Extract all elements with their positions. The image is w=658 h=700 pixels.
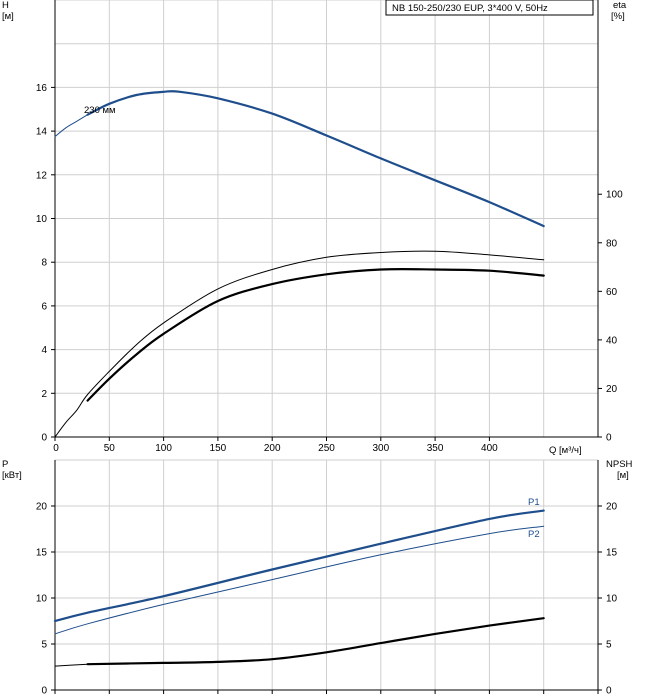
left-tick-label: 6 bbox=[41, 301, 47, 312]
left-tick-label: 0 bbox=[41, 686, 47, 697]
right-tick-label: 15 bbox=[606, 548, 618, 559]
power-npsh-p2-thin-line bbox=[54, 525, 545, 635]
impeller-diameter-label: 230 мм bbox=[84, 105, 116, 116]
right-tick-label: 100 bbox=[606, 190, 623, 201]
left-tick-label: 12 bbox=[36, 170, 48, 181]
left-tick-label: 5 bbox=[41, 640, 47, 651]
h-axis-unit: [м] bbox=[2, 11, 14, 22]
right-tick-label: 20 bbox=[606, 502, 618, 513]
x-axis-label: Q [м³/ч] bbox=[549, 445, 582, 456]
power-npsh-curve-thick-line bbox=[86, 617, 545, 666]
npsh-axis-title: NPSH bbox=[606, 459, 633, 470]
chart-title-box: NB 150-250/230 EUP, 3*400 V, 50Hz bbox=[385, 0, 594, 16]
left-tick-label: 14 bbox=[36, 127, 48, 138]
head-efficiency-panel: 0 2 4 6 8 10 12 14 16 0 20 40 60 80 100 0 50 100 150 200 250… bbox=[36, 0, 623, 454]
h-axis-title: H bbox=[2, 0, 9, 11]
right-tick-label: 10 bbox=[606, 594, 618, 605]
left-tick-label: 8 bbox=[41, 258, 47, 269]
right-tick-label: 60 bbox=[606, 287, 618, 298]
p-axis-unit: [кВт] bbox=[2, 470, 22, 481]
x-tick-label: 300 bbox=[372, 443, 389, 454]
power-npsh-panel: 0 5 10 15 20 0 5 10 15 20 bbox=[36, 459, 618, 697]
right-tick-label: 0 bbox=[606, 686, 612, 697]
eta-axis-unit: [%] bbox=[611, 11, 625, 22]
left-tick-label: 10 bbox=[36, 214, 48, 225]
p1-curve-label: P1 bbox=[528, 497, 540, 508]
left-tick-label: 16 bbox=[36, 83, 48, 94]
title-frame bbox=[385, 0, 594, 16]
chart-title: NB 150-250/230 EUP, 3*400 V, 50Hz bbox=[392, 3, 548, 14]
p2-curve-label: P2 bbox=[528, 529, 540, 540]
head-eff-curve-thin-line bbox=[54, 250, 545, 438]
x-tick-label: 400 bbox=[481, 443, 498, 454]
right-tick-label: 40 bbox=[606, 335, 618, 346]
x-tick-label: 0 bbox=[53, 443, 59, 454]
x-tick-label: 150 bbox=[210, 443, 227, 454]
left-tick-label: 4 bbox=[41, 345, 47, 356]
x-tick-label: 100 bbox=[155, 443, 172, 454]
right-tick-label: 0 bbox=[606, 433, 612, 444]
x-tick-label: 250 bbox=[318, 443, 335, 454]
npsh-axis-unit: [м] bbox=[617, 470, 629, 481]
x-tick-label: 50 bbox=[104, 443, 116, 454]
right-tick-label: 20 bbox=[606, 384, 618, 395]
x-tick-label: 200 bbox=[264, 443, 281, 454]
x-tick-label: 350 bbox=[427, 443, 444, 454]
left-tick-label: 20 bbox=[36, 502, 48, 513]
left-tick-label: 10 bbox=[36, 594, 48, 605]
left-tick-label: 0 bbox=[41, 433, 47, 444]
eta-axis-title: eta bbox=[613, 0, 627, 11]
left-tick-label: 15 bbox=[36, 548, 48, 559]
right-tick-label: 80 bbox=[606, 238, 618, 249]
power-npsh-curve-thin-line bbox=[54, 663, 89, 667]
right-tick-label: 5 bbox=[606, 640, 612, 651]
head-eff-curve-thick-line bbox=[86, 267, 545, 402]
head-eff-230-мм-thin-line bbox=[54, 114, 89, 138]
left-tick-label: 2 bbox=[41, 389, 47, 400]
power-npsh-p1-thick-line bbox=[53, 509, 545, 623]
p-axis-title: P bbox=[2, 459, 8, 470]
head-eff-230-мм-thick-line bbox=[86, 90, 545, 228]
